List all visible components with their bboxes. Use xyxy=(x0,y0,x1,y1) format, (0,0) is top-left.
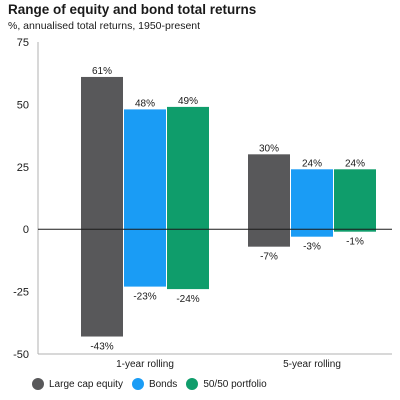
chart-subtitle: %, annualised total returns, 1950-presen… xyxy=(8,20,201,32)
data-label-low: -24% xyxy=(176,294,199,305)
data-label-high: 24% xyxy=(345,158,365,169)
x-category-label: 1-year rolling xyxy=(116,359,174,370)
data-label-high: 49% xyxy=(178,96,198,107)
legend-label-large-cap-equity: Large cap equity xyxy=(49,378,123,390)
bar-50-50-portfolio-5-year-rolling xyxy=(334,169,376,232)
chart-title: Range of equity and bond total returns xyxy=(8,2,257,17)
y-tick-label: 25 xyxy=(17,162,29,174)
y-tick-label: -50 xyxy=(13,349,29,361)
x-category-label: 5-year rolling xyxy=(283,359,341,370)
y-tick-label: -25 xyxy=(13,287,29,299)
legend-item-large-cap-equity: Large cap equity xyxy=(32,378,123,390)
y-tick-label: 50 xyxy=(17,99,29,111)
y-tick-label: 75 xyxy=(17,37,29,49)
legend-item-bonds: Bonds xyxy=(131,378,178,390)
legend-label-bonds: Bonds xyxy=(148,378,178,390)
legend-swatch-large-cap-equity xyxy=(32,378,44,390)
legend-swatch-bonds xyxy=(131,378,144,390)
data-label-high: 24% xyxy=(302,158,322,169)
data-label-low: -23% xyxy=(133,292,156,303)
bar-bonds-5-year-rolling xyxy=(291,169,333,237)
data-label-high: 48% xyxy=(135,98,155,109)
data-label-high: 61% xyxy=(92,66,112,77)
data-label-high: 30% xyxy=(259,143,279,154)
bar-large-cap-equity-5-year-rolling xyxy=(248,154,290,247)
legend-label-50-50-portfolio: 50/50 portfolio xyxy=(203,378,267,390)
data-label-low: -7% xyxy=(260,252,278,263)
bar-large-cap-equity-1-year-rolling xyxy=(81,76,123,337)
data-label-low: -1% xyxy=(346,237,364,248)
data-label-low: -43% xyxy=(90,342,113,353)
legend-swatch-50-50-portfolio xyxy=(186,378,199,390)
bar-50-50-portfolio-1-year-rolling xyxy=(167,106,209,290)
bar-bonds-1-year-rolling xyxy=(124,109,166,287)
legend-item-50-50-portfolio: 50/50 portfolio xyxy=(186,378,267,390)
chart-legend: Large cap equity Bonds 50/50 portfolio xyxy=(32,378,276,390)
y-tick-label: 0 xyxy=(23,224,29,236)
data-label-low: -3% xyxy=(303,242,321,253)
